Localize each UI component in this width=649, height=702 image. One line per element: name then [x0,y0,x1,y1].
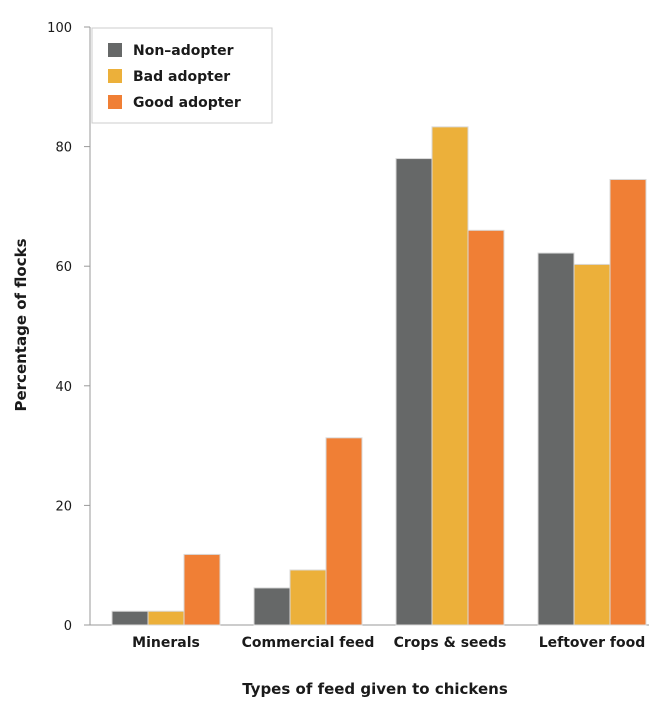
x-category-label: Commercial feed [242,635,375,651]
x-axis-title: Types of feed given to chickens [242,680,508,698]
legend: Non–adopter Bad adopter Good adopter [91,27,273,124]
bar [289,569,327,626]
x-category-label: Leftover food [539,635,646,651]
legend-swatch [108,95,122,109]
y-tick-label: 40 [55,380,72,395]
y-tick-label: 100 [47,21,72,36]
legend-swatch [108,43,122,57]
y-tick-label: 0 [64,619,72,634]
legend-label: Non–adopter [133,43,234,59]
chart-labels: 0 20 40 60 80 100 Minerals Commercial feed Crops… [47,21,645,651]
bar [253,587,291,626]
bar [111,610,149,626]
y-tick-label: 80 [55,141,72,156]
bar [431,126,469,626]
bar [395,158,433,626]
bar [609,178,647,626]
legend-label: Bad adopter [133,69,230,85]
x-category-label: Crops & seeds [394,635,507,651]
bar [325,437,363,626]
y-tick-label: 60 [55,260,72,275]
y-tick-label: 20 [55,499,72,514]
legend-label: Good adopter [133,95,241,111]
y-axis-title: Percentage of flocks [12,238,30,411]
bar [183,553,221,626]
x-category-label: Minerals [132,635,200,651]
bar [537,252,575,626]
legend-swatch [108,69,122,83]
bar [147,610,185,626]
chart-bars [111,126,647,626]
bar [467,229,505,626]
bar [573,263,611,626]
